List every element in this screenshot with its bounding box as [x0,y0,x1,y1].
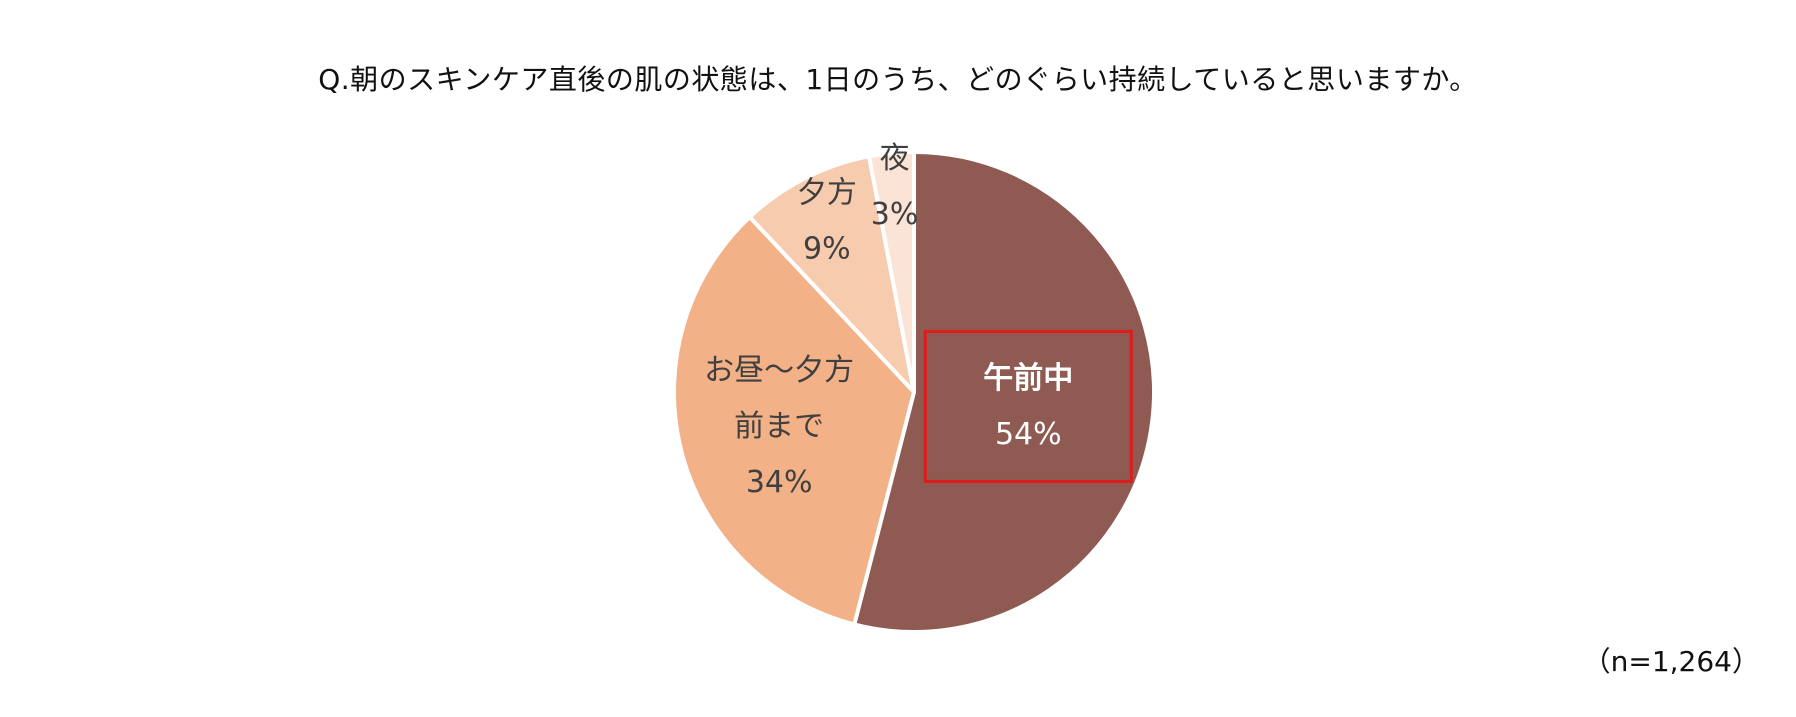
slice-value-label: 3% [871,197,919,232]
slice-category-label: 夜 [880,141,910,176]
slice-value-label: 9% [803,231,851,266]
pie-slice [747,154,916,394]
pie-slice [852,150,1156,634]
pie-slice [672,215,916,627]
chart-title: Q.朝のスキンケア直後の肌の状態は、1日のうち、どのぐらい持続していると思います… [318,63,1478,96]
slice-category-label: 午前中 [983,361,1073,396]
highlight-box-group [923,329,1133,483]
slice-value-label: 34% [746,465,813,500]
slice-category-label: 夕方 [797,175,857,210]
pie-slices [672,150,1156,634]
pie-slice [867,150,916,394]
sample-size-note: （n=1,264） [1582,645,1760,678]
slice-category-label: お昼～夕方 [704,353,854,388]
slice-value-label: 54% [995,417,1062,452]
slice-category-label: 前まで [734,409,824,444]
highlight-box [923,329,1133,483]
